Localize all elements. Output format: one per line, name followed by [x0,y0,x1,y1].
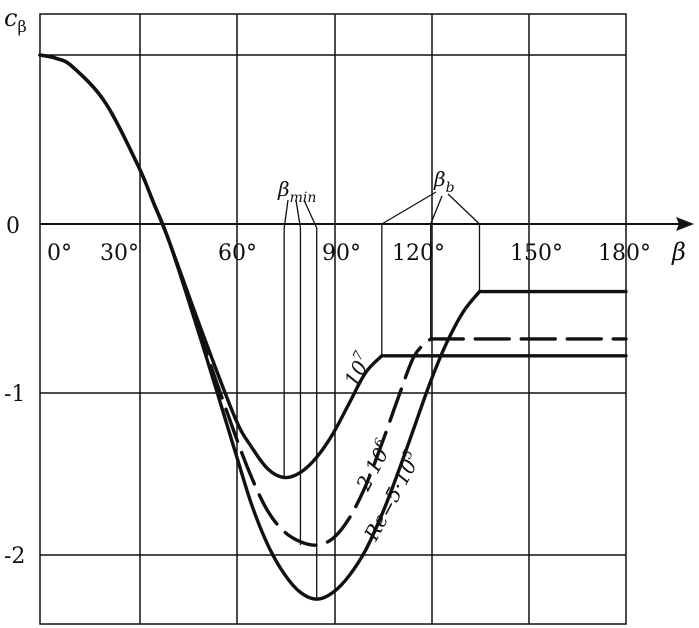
annotation-lines [283,191,481,600]
series-label-1e7: 107 [338,348,376,390]
x-axis-arrow [676,217,694,231]
y-axis-label: cβ [4,4,27,36]
x-tick-label-180: 180° [598,241,651,266]
grid [39,13,627,625]
x-tick-label-90: 90° [322,241,361,266]
x-tick-label-120: 120° [392,241,445,266]
beta-b-leader-1 [430,195,443,225]
series-line-1e7 [38,53,628,480]
beta-min-leader-2 [303,199,318,229]
x-tick-label-0: 0° [47,241,72,266]
beta-b-leader-0 [381,191,437,225]
x-axis-label: β [671,238,686,266]
annotation-beta-b: βb [433,167,455,196]
y-tick-label-neg1: -1 [4,382,25,407]
series-group [38,53,628,601]
x-tick-label-30: 30° [100,241,139,266]
beta-min-leader-0 [283,199,289,229]
series-line-2e6 [38,53,628,547]
plot-frame [39,13,627,625]
beta-min-leader-1 [295,199,302,229]
series-line-5e5 [38,53,628,601]
beta-b-leader-2 [447,193,480,225]
y-tick-label-neg2: -2 [4,544,25,569]
x-tick-label-60: 60° [218,241,257,266]
y-tick-label-0: 0 [6,214,20,239]
x-tick-label-150: 150° [510,241,563,266]
annotation-beta-min: βmin [277,177,316,206]
